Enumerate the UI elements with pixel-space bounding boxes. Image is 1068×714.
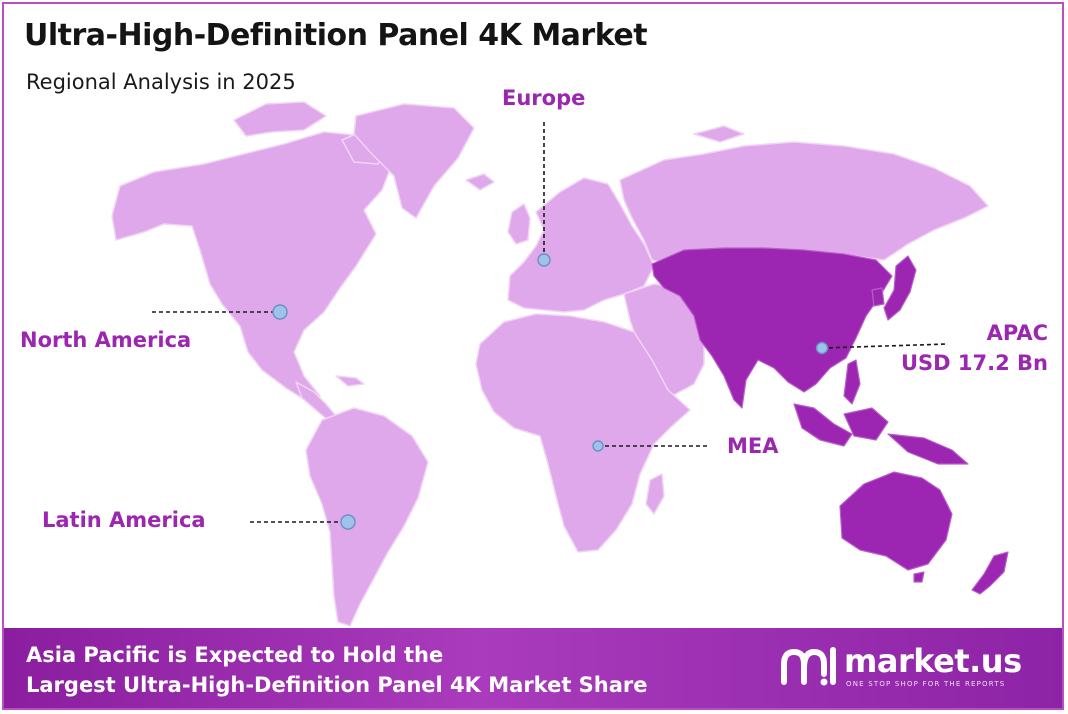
indonesia-borneo [843, 407, 889, 441]
label-apac: APAC [986, 321, 1048, 345]
apac-mainland [651, 247, 893, 409]
iceland [465, 173, 495, 191]
apac-marker [815, 341, 829, 355]
north-america-marker [272, 304, 288, 320]
caribbean [335, 375, 365, 387]
south-america-landmass [305, 407, 429, 627]
arctic-islands [233, 101, 327, 137]
europe-marker [537, 253, 551, 267]
tasmania [913, 571, 925, 583]
label-north-america: North America [20, 328, 192, 352]
africa-landmass [475, 313, 691, 553]
banner-line-2: Largest Ultra-High-Definition Panel 4K M… [26, 673, 648, 697]
page-subtitle: Regional Analysis in 2025 [26, 70, 296, 94]
page-title: Ultra-High-Definition Panel 4K Market [24, 18, 648, 53]
new-zealand [971, 551, 1009, 595]
brand-block: market.us ONE STOP SHOP FOR THE REPORTS [778, 642, 1028, 694]
russia-landmass [619, 141, 989, 265]
label-europe: Europe [502, 86, 586, 110]
taiwan-philippines [843, 359, 861, 405]
banner-headline: Asia Pacific is Expected to Hold the Lar… [26, 640, 648, 700]
korea [871, 287, 885, 307]
label-mea: MEA [727, 434, 779, 458]
british-isles [507, 203, 531, 245]
label-latin-america: Latin America [42, 508, 206, 532]
central-america [295, 381, 337, 423]
latin-america-marker [340, 514, 356, 530]
banner-line-1: Asia Pacific is Expected to Hold the [26, 643, 444, 667]
north-america-landmass [111, 131, 397, 403]
footer-banner: Asia Pacific is Expected to Hold the Lar… [4, 628, 1062, 708]
brand-name: market.us [844, 642, 1022, 680]
australia [839, 471, 953, 571]
market-us-logo-icon [781, 647, 836, 686]
apac-connector [821, 343, 949, 349]
brand-tagline: ONE STOP SHOP FOR THE REPORTS [846, 680, 1006, 688]
japan [883, 255, 917, 321]
world-map [111, 101, 1009, 627]
madagascar [645, 473, 665, 515]
apac-callout: APAC USD 17.2 Bn [901, 318, 1048, 378]
apac-value: USD 17.2 Bn [901, 351, 1048, 375]
indonesia-east [887, 433, 969, 465]
greenland [353, 103, 475, 219]
mea-marker [592, 440, 604, 452]
europe-landmass [507, 177, 655, 313]
arctic-russia-islands [693, 125, 745, 143]
malaysia-indonesia-west [793, 403, 853, 447]
